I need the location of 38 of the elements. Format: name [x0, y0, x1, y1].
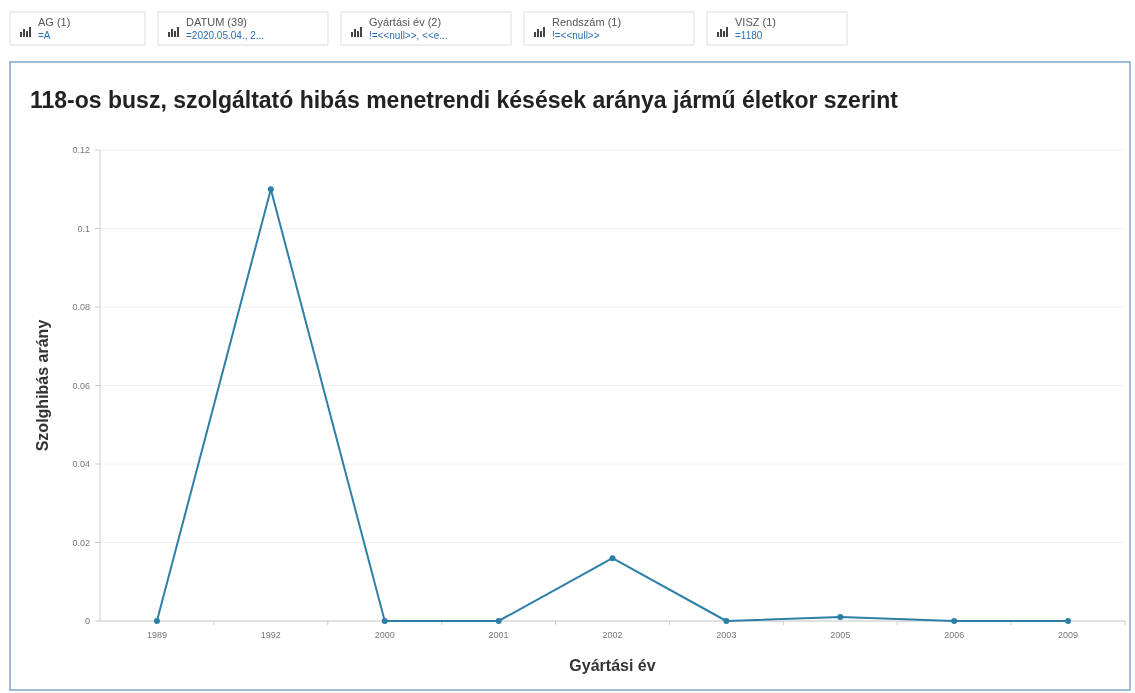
y-tick-label: 0.06 — [72, 380, 90, 391]
text: !=<<null>>, <<e... — [369, 30, 448, 41]
x-tick-label: 2003 — [716, 630, 737, 640]
x-tick-label: 2006 — [944, 630, 965, 640]
point — [837, 614, 844, 621]
point — [1065, 618, 1072, 624]
y-axis-title: Szolghibás arány — [34, 319, 51, 452]
x-tick-label: 1989 — [146, 630, 167, 640]
y-tick-label: 0 — [84, 616, 90, 627]
text: AG (1) — [38, 16, 71, 28]
text: Rendszám (1) — [552, 16, 622, 28]
point — [609, 555, 616, 562]
text: VISZ (1) — [735, 16, 776, 28]
text: =A — [38, 30, 51, 41]
x-axis-title: Gyártási év — [569, 657, 656, 674]
point — [153, 618, 160, 624]
y-tick-label: 0.02 — [72, 537, 90, 548]
x-tick-label: 2000 — [374, 630, 395, 640]
point — [267, 186, 274, 193]
point — [495, 618, 502, 624]
chart-title: 118-os busz, szolgáltató hibás menetrendi késések aránya jármű életkor szerint — [30, 87, 899, 113]
point — [381, 618, 388, 624]
text: =1180 — [735, 30, 763, 41]
y-tick-label: 0.12 — [72, 145, 90, 156]
y-tick-label: 0.1 — [77, 223, 90, 234]
point — [951, 618, 958, 624]
x-tick-label: 2001 — [488, 630, 509, 640]
x-tick-label: 2002 — [602, 630, 623, 640]
text: =2020.05.04., 2... — [186, 30, 265, 41]
text: DATUM (39) — [186, 16, 247, 28]
x-tick-label: 1992 — [260, 630, 281, 640]
x-tick-label: 2005 — [830, 630, 851, 640]
point — [723, 618, 730, 624]
text: Gyártási év (2) — [369, 16, 442, 28]
y-tick-label: 0.04 — [72, 459, 90, 470]
x-tick-label: 2009 — [1058, 630, 1079, 640]
text: !=<<null>> — [552, 30, 600, 41]
y-tick-label: 0.08 — [72, 302, 90, 313]
